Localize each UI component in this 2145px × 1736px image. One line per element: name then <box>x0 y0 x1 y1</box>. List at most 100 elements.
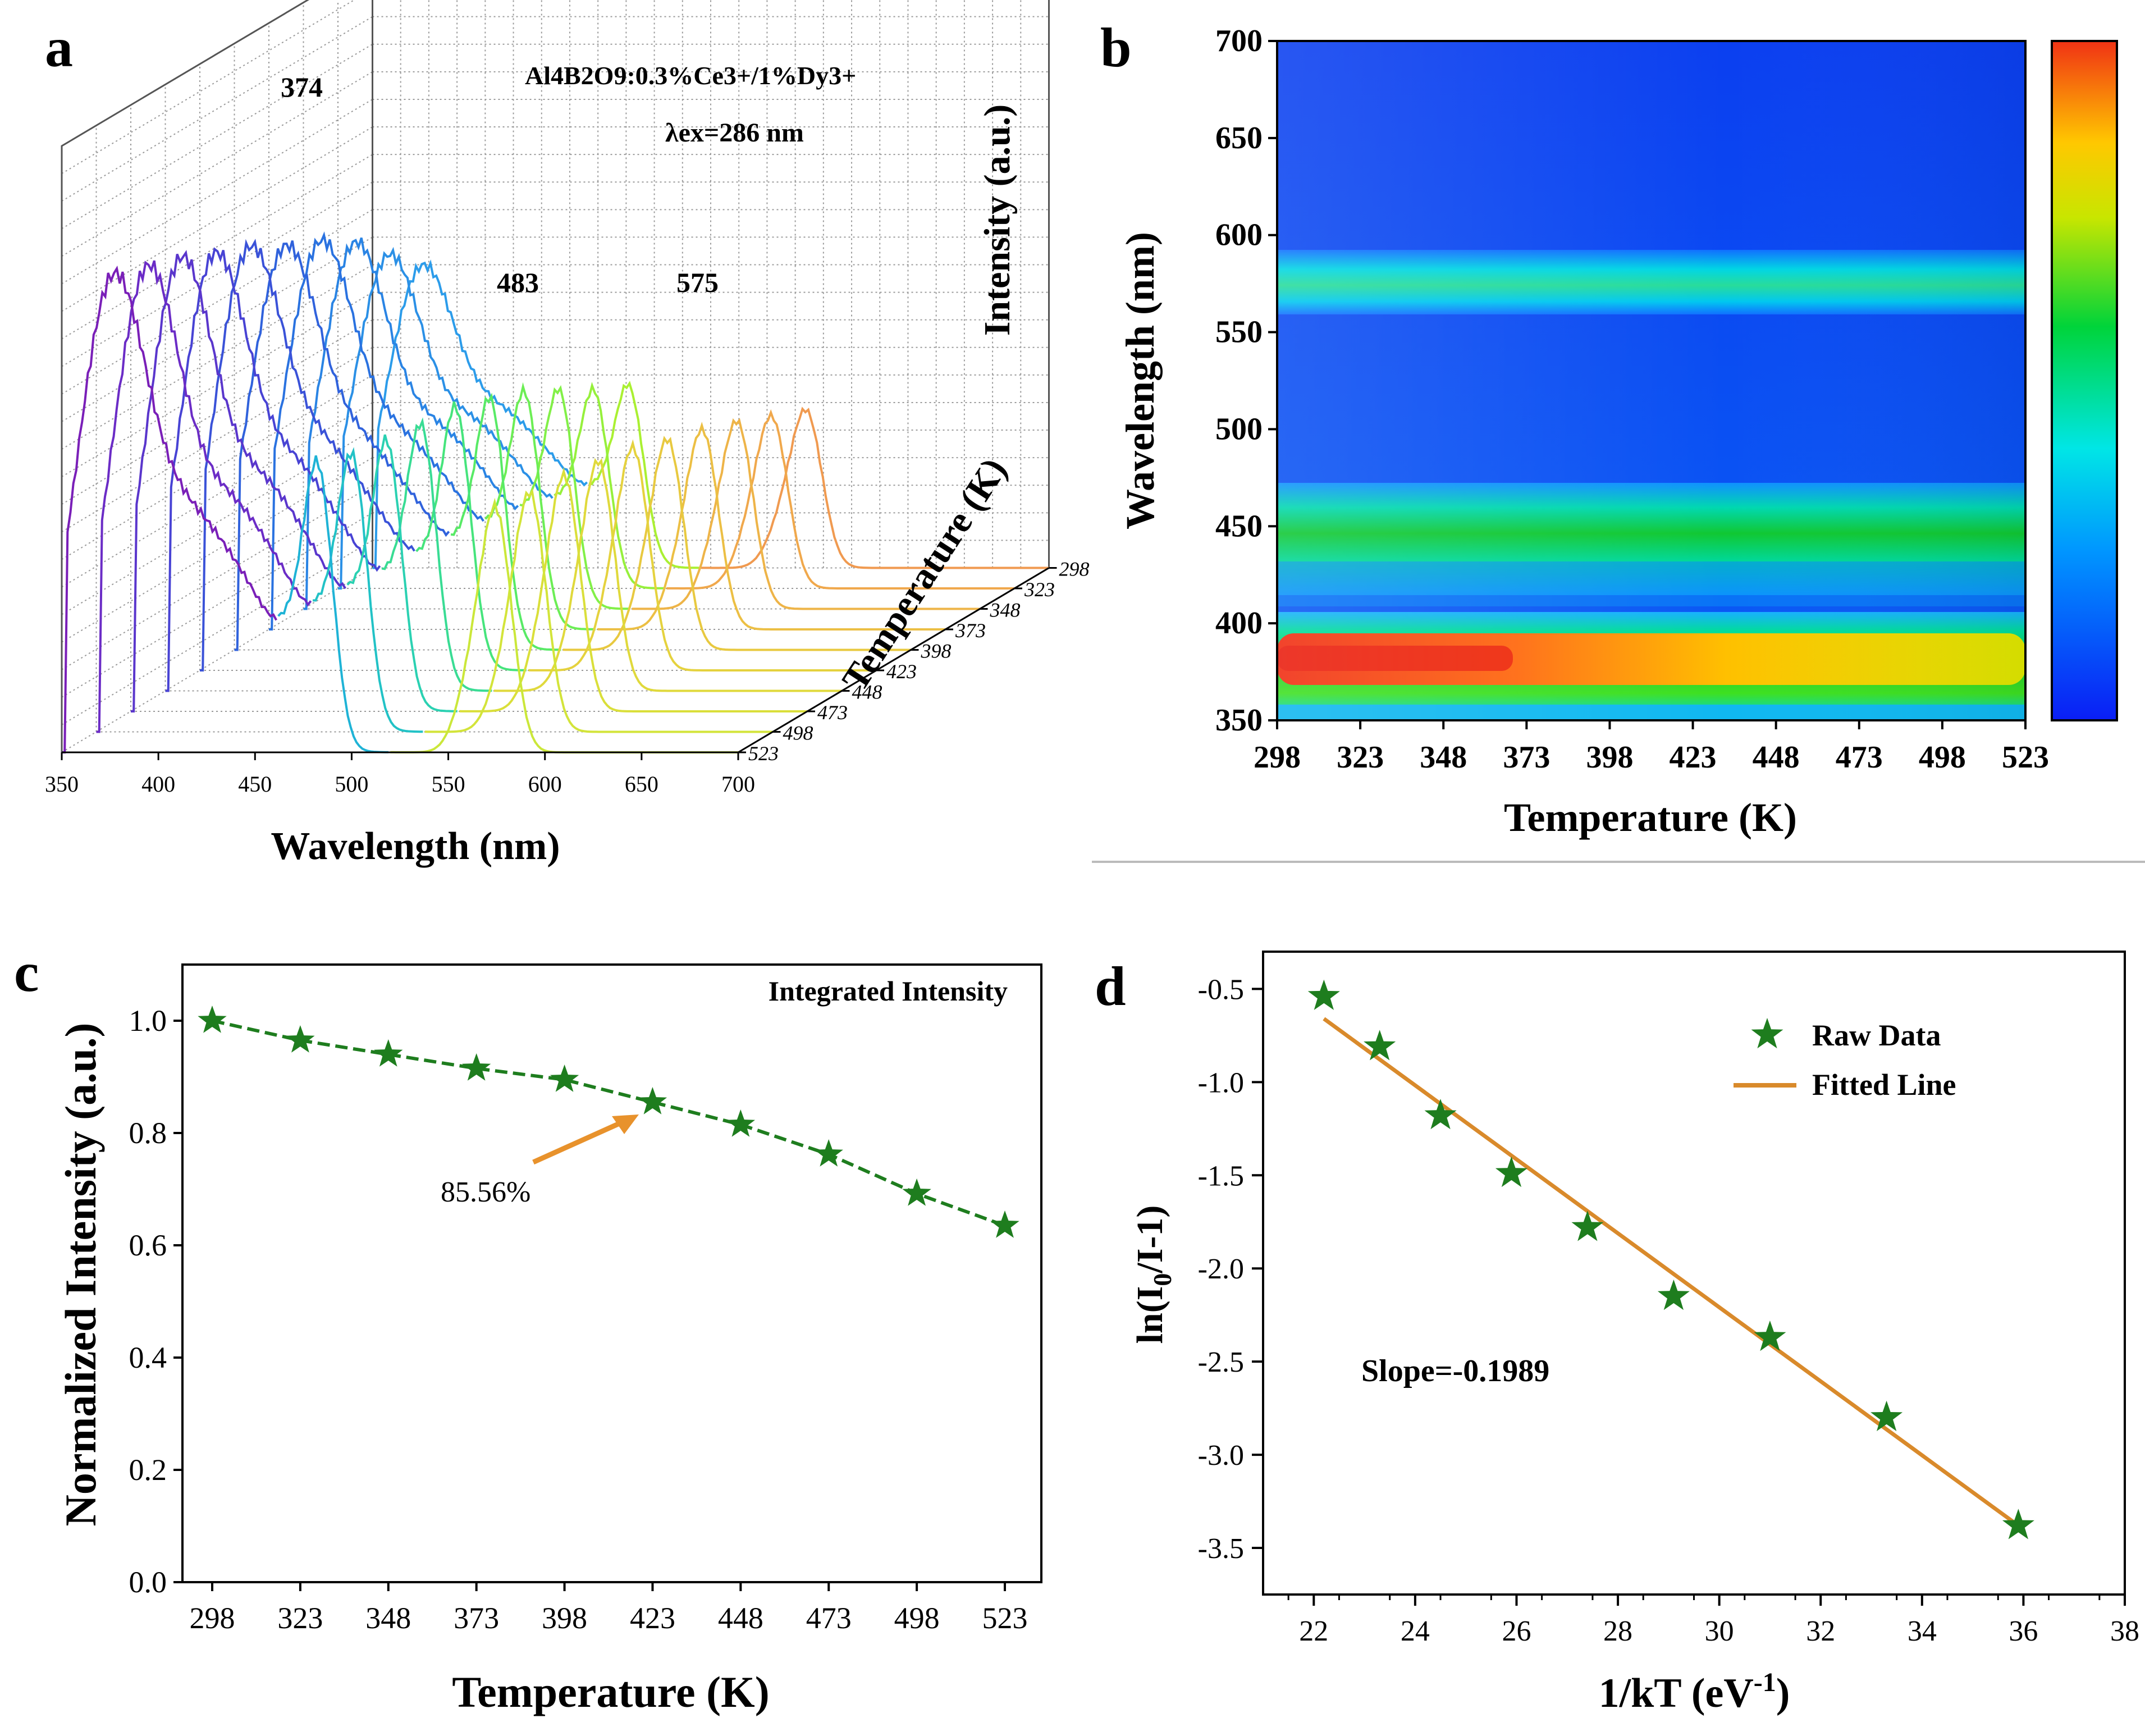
b-x-tick-label: 373 <box>1503 740 1550 775</box>
spectrum-trace-373 <box>493 458 842 692</box>
legend-star-shape <box>1751 1018 1783 1049</box>
spectrum-trace-423 <box>562 436 911 651</box>
c-y-tick-label: 0.8 <box>129 1116 167 1150</box>
b-x-tick-label: 348 <box>1420 740 1467 775</box>
d-raw-data-point <box>1424 1099 1457 1130</box>
spectrum-trace-498 <box>338 246 554 590</box>
a-temp-tick-label: 398 <box>921 640 952 663</box>
a-temp-tick-label: 498 <box>783 722 813 744</box>
compound-label: Al4B2O9:0.3%Ce3+/1%Dy3+ <box>525 61 856 90</box>
panel-d-legend: Raw Data Fitted Line <box>1734 1018 1956 1102</box>
a-temp-tick-label: 348 <box>990 599 1021 622</box>
c-data-point <box>198 1006 227 1033</box>
panel-d-letter: d <box>1095 955 1126 1017</box>
d-y-tick-label: -3.5 <box>1198 1533 1244 1565</box>
c-x-tick-label: 298 <box>190 1601 235 1635</box>
b-x-tick-label: 448 <box>1753 740 1800 775</box>
d-x-tick-label: 36 <box>2009 1615 2038 1647</box>
a-temp-tick-label: 473 <box>817 701 848 724</box>
b-x-tick-label: 423 <box>1670 740 1717 775</box>
b-y-tick-label: 650 <box>1215 121 1263 156</box>
b-y-tick-label: 500 <box>1215 412 1263 446</box>
c-data-point <box>638 1087 667 1114</box>
a-temp-tick-label: 373 <box>955 619 986 642</box>
c-data-point <box>462 1053 491 1081</box>
a-x-tick-label: 350 <box>45 771 79 797</box>
d-x-tick-label: 26 <box>1502 1615 1531 1647</box>
c-x-tick-label: 373 <box>454 1601 499 1635</box>
b-y-tick-label: 400 <box>1215 606 1263 641</box>
c-data-point <box>726 1109 755 1137</box>
legend-fitted-line-label: Fitted Line <box>1812 1068 1956 1102</box>
spectrum-trace-323 <box>424 488 773 733</box>
panel-c-frame <box>181 963 1042 1583</box>
c-y-tick-label: 0.4 <box>129 1341 167 1374</box>
panel-d-fit: d 22 24 26 28 30 32 34 36 38 -0.5 -1.0 -1.5 -2.0 -2.5… <box>1095 951 2139 1716</box>
percentage-annotation: 85.56% <box>441 1176 530 1208</box>
spectrum-trace-348 <box>459 467 807 712</box>
legend-raw-data-marker <box>1751 1018 1783 1049</box>
colorbar <box>2051 40 2118 721</box>
c-data-point <box>990 1210 1019 1238</box>
panel-d-x-axis-title: 1/kT (eV-1) <box>1599 1668 1790 1716</box>
d-x-tick-label: 38 <box>2110 1615 2139 1647</box>
c-x-tick-label: 423 <box>630 1601 675 1635</box>
panel-a-waterfall: a 350 400 450 500 550 600 650 700 29832334837339… <box>45 0 1090 868</box>
a-x-tick-label: 400 <box>141 771 175 797</box>
c-series-line <box>212 1019 1006 1227</box>
c-data-point <box>374 1039 403 1067</box>
panel-b-x-axis-title: Temperature (K) <box>1504 795 1797 840</box>
d-x-tick-label: 34 <box>1908 1615 1937 1647</box>
panel-d-axes: 22 24 26 28 30 32 34 36 38 -0.5 -1.0 -1.5 -2.0 -2.5 -3… <box>1198 974 2139 1647</box>
a-temp-tick-label: 298 <box>1059 558 1090 581</box>
panel-a-letter: a <box>45 16 73 79</box>
b-x-tick-label: 398 <box>1586 740 1633 775</box>
spectrum-trace-398 <box>200 239 415 671</box>
spectrum-trace-523 <box>372 259 588 569</box>
b-x-tick-label: 498 <box>1919 740 1966 775</box>
a-temp-tick-label: 448 <box>852 681 882 703</box>
slope-annotation: Slope=-0.1989 <box>1361 1354 1549 1388</box>
d-y-tick-label: -1.5 <box>1198 1160 1244 1192</box>
b-y-tick-label: 350 <box>1215 703 1263 738</box>
d-y-tick-label: -0.5 <box>1198 974 1244 1006</box>
c-x-tick-label: 498 <box>894 1601 940 1635</box>
spectrum-trace-448 <box>269 231 484 631</box>
a-temp-tick-label: 523 <box>748 742 779 765</box>
d-raw-data-point <box>1307 979 1340 1010</box>
a-temp-tick-label: 323 <box>1024 578 1055 601</box>
panel-c-letter: c <box>14 941 39 1003</box>
panel-c-axes: 298 323 348 373 398 423 448 473 498 523 0.0 0.2 0.4 0… <box>129 1004 1028 1635</box>
c-data-point <box>286 1025 315 1053</box>
b-x-tick-label: 523 <box>2002 740 2049 775</box>
a-x-tick-label: 450 <box>238 771 272 797</box>
d-raw-data-point <box>2002 1509 2034 1539</box>
a-x-tick-label: 650 <box>625 771 658 797</box>
peak-label-374: 374 <box>281 71 323 103</box>
c-y-tick-label: 0.6 <box>129 1228 167 1262</box>
spectrum-trace-473 <box>632 418 980 610</box>
b-y-tick-label: 450 <box>1215 509 1263 543</box>
panel-b-axes: 298 323 348 373 398 423 448 473 498 523 350 400 450 5… <box>1215 24 2049 775</box>
panel-a-traces <box>62 231 1049 753</box>
d-raw-data-point <box>1657 1280 1690 1310</box>
spectrum-trace-298 <box>62 266 277 753</box>
d-y-tick-label: -3.0 <box>1198 1440 1244 1472</box>
spectrum-trace-398 <box>528 439 876 671</box>
a-x-tick-label: 550 <box>432 771 465 797</box>
spectrum-trace-523 <box>701 406 1049 569</box>
d-y-tick-label: -1.0 <box>1198 1067 1244 1099</box>
d-raw-data-point <box>1495 1156 1527 1187</box>
heatmap-plot-area <box>1277 41 2025 720</box>
panel-c-title: Integrated Intensity <box>769 975 1008 1007</box>
heatmap-frame <box>1276 40 2027 721</box>
a-x-tick-label: 700 <box>721 771 755 797</box>
spectrum-trace-448 <box>597 422 945 631</box>
d-x-tick-label: 32 <box>1806 1615 1835 1647</box>
b-x-tick-label: 473 <box>1836 740 1883 775</box>
c-data-point <box>902 1178 931 1206</box>
c-x-tick-label: 323 <box>277 1601 323 1635</box>
c-x-tick-label: 523 <box>982 1601 1028 1635</box>
c-y-tick-label: 1.0 <box>129 1004 167 1038</box>
